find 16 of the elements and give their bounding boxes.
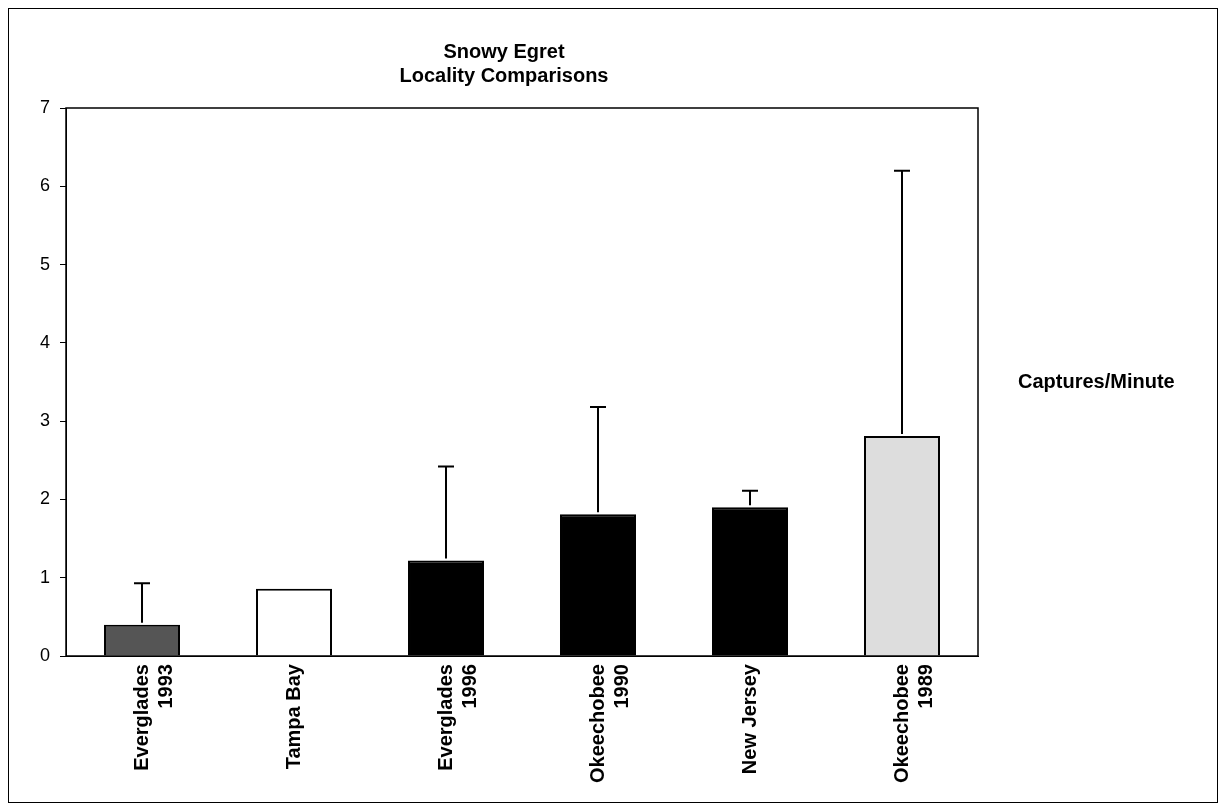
- y-tick-label: 1: [40, 566, 51, 587]
- y-tick-label: 6: [40, 175, 51, 196]
- y-tick-label: 7: [40, 96, 51, 117]
- x-tick-label: Tampa Bay: [281, 663, 304, 770]
- x-tick-label: New Jersey: [737, 663, 760, 775]
- x-tick-label: Everglades 1996: [433, 664, 480, 771]
- x-tick-label: Okeechobee 1989: [889, 664, 936, 784]
- y-tick-label: 3: [40, 410, 51, 431]
- y-tick-label: 5: [40, 253, 51, 274]
- x-tick-label: Okeechobee 1990: [585, 664, 632, 784]
- y-tick-label: 4: [40, 331, 51, 352]
- y-tick-label: 0: [40, 645, 51, 666]
- y-tick-label: 2: [40, 488, 51, 509]
- chart-title: Snowy Egret Locality Comparisons: [399, 39, 609, 86]
- y-axis-title: Captures/Minute: [1018, 369, 1175, 392]
- x-tick-label: Everglades 1993: [129, 664, 176, 771]
